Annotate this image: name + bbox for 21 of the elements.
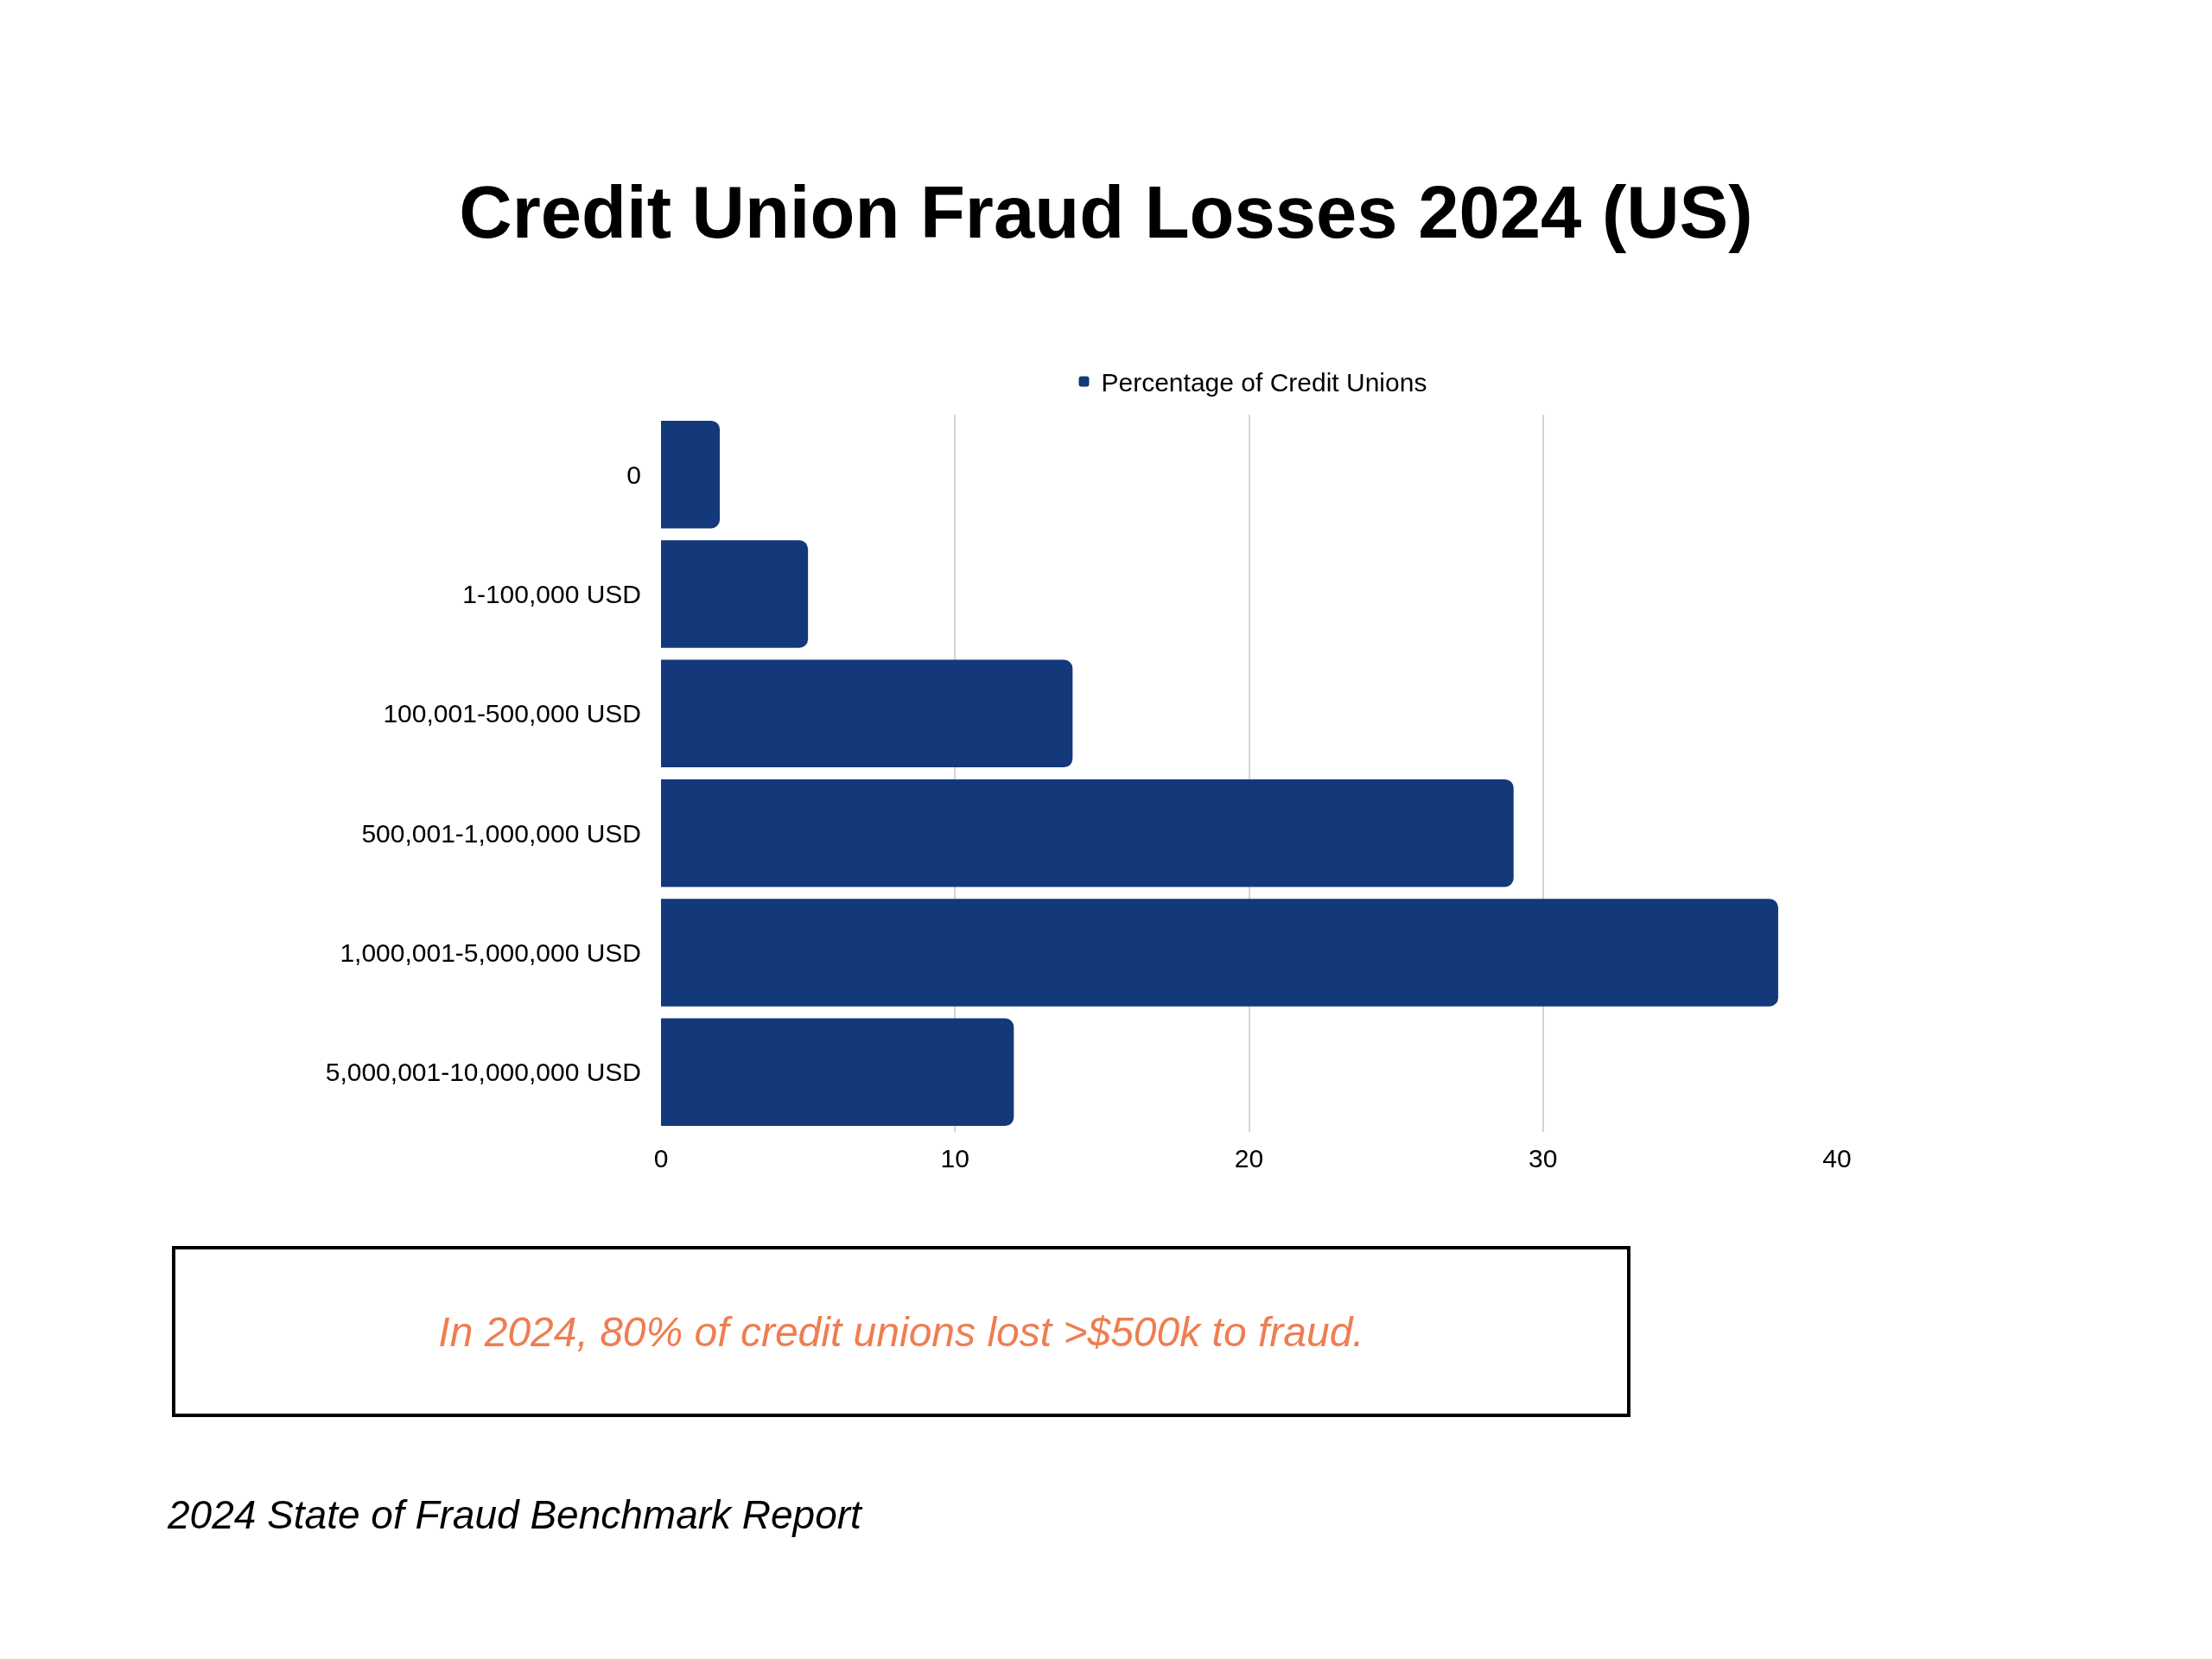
chart-title: Credit Union Fraud Losses 2024 (US) xyxy=(459,170,1753,253)
bar xyxy=(661,540,809,648)
y-tick-label: 1-100,000 USD xyxy=(462,580,641,608)
x-tick-label: 10 xyxy=(940,1144,969,1173)
y-tick-label: 0 xyxy=(626,460,641,489)
x-tick-label: 20 xyxy=(1234,1144,1264,1173)
bar xyxy=(661,659,1073,768)
y-tick-label: 500,001-1,000,000 USD xyxy=(361,818,641,848)
text: In 2024, 80% of credit unions lost >$500k to fraud. xyxy=(438,1308,1364,1355)
x-tick-label: 30 xyxy=(1529,1144,1558,1173)
legend-label: Percentage of Credit Unions xyxy=(1101,368,1427,397)
bar xyxy=(661,779,1514,887)
bar xyxy=(661,420,721,529)
text: 2024 State of Fraud Benchmark Report xyxy=(167,1492,864,1537)
x-tick-label: 0 xyxy=(653,1144,669,1173)
y-tick-label: 100,001-500,000 USD xyxy=(383,699,641,728)
y-tick-label: 1,000,001-5,000,000 USD xyxy=(340,938,641,967)
x-tick-label: 40 xyxy=(1822,1144,1852,1173)
y-tick-label: 5,000,001-10,000,000 USD xyxy=(325,1058,641,1087)
bar xyxy=(661,899,1778,1007)
bar xyxy=(661,1018,1014,1127)
